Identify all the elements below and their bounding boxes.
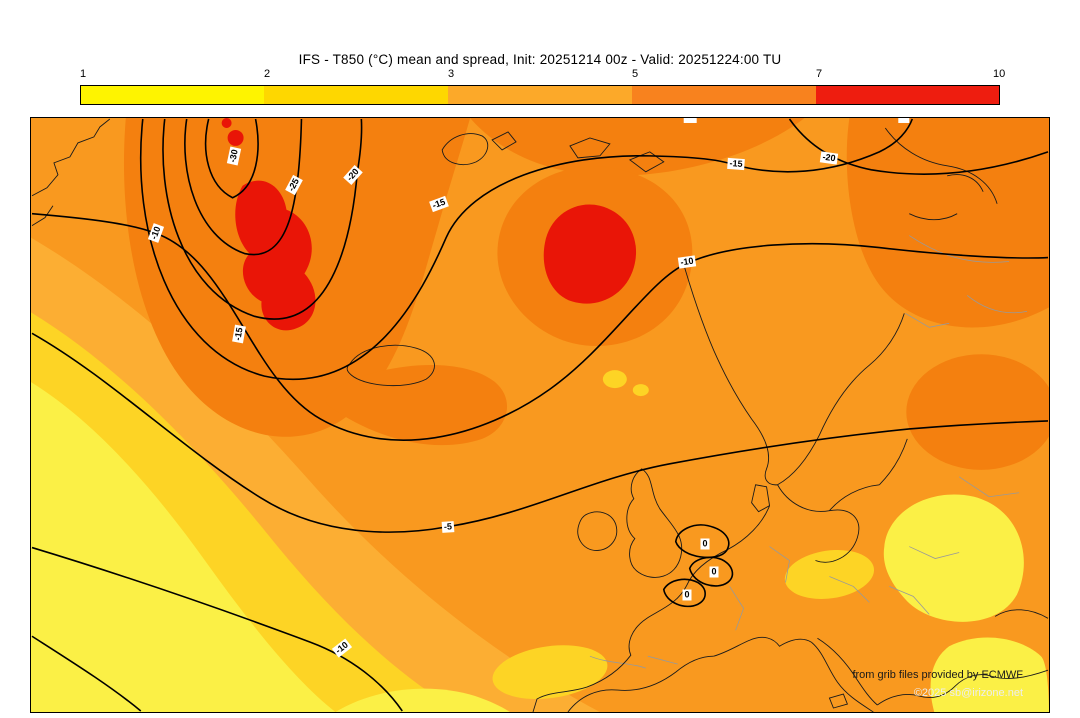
colorbar-tick: 1	[80, 68, 87, 80]
coast-black-sea	[994, 609, 1049, 619]
field-dark-orange-top	[470, 118, 805, 176]
edge-gap	[898, 118, 910, 123]
contour-minus10	[31, 212, 1049, 441]
temperature-contours	[31, 118, 1049, 712]
field-yellow-corner	[31, 382, 336, 712]
field-gold-spot	[632, 384, 649, 397]
coast-arctic-island	[569, 137, 611, 159]
colorbar-segment	[80, 85, 264, 105]
spread-field	[31, 118, 1049, 712]
field-gold-central-europe	[784, 549, 875, 599]
colorbar-tick: 5	[632, 68, 639, 80]
contour-label: 0	[709, 566, 719, 578]
border-line	[909, 235, 1010, 263]
field-red-blob-scandes	[543, 204, 637, 304]
coast-novaya-zemlya	[884, 127, 998, 204]
coast-baltic	[777, 484, 860, 563]
contour-zero-loop	[688, 556, 734, 587]
map-svg	[31, 118, 1049, 712]
coast-italy	[811, 641, 874, 712]
field-red-spot	[227, 129, 244, 146]
coast-ireland	[577, 511, 618, 551]
border-line	[589, 655, 646, 669]
field-yellow-balkans	[883, 494, 1024, 622]
contour-label: 0	[682, 589, 692, 601]
field-gold-biscay	[492, 645, 608, 700]
field-yellow-se-corner	[930, 637, 1049, 712]
coast-denmark	[751, 484, 771, 513]
coast-finland	[879, 438, 908, 486]
country-borders	[589, 235, 1028, 669]
colorbar-tick: 2	[264, 68, 271, 80]
field-dark-orange-se-arm	[325, 364, 508, 446]
colorbar-tick: 10	[993, 68, 1006, 80]
border-line	[966, 295, 1028, 314]
border-line	[889, 586, 930, 615]
contour-label: -5	[441, 521, 455, 533]
chart-title: IFS - T850 (°C) mean and spread, Init: 2…	[298, 52, 782, 67]
contour-zero-loop	[674, 524, 730, 559]
contour-label: -20	[819, 151, 839, 165]
coast-iberia-med	[567, 655, 714, 712]
coast-greenland	[31, 205, 54, 227]
contour-zero-loop	[662, 578, 706, 608]
field-red-spot	[221, 118, 232, 128]
coast-svalbard	[441, 133, 489, 165]
colorbar-svg	[80, 85, 1000, 105]
coast-norway	[681, 257, 778, 486]
contour-minus30	[204, 118, 259, 199]
coast-britain	[626, 468, 683, 578]
colorbar-segment	[264, 85, 448, 105]
coast-sicily	[828, 693, 848, 709]
border-line	[909, 546, 960, 559]
colorbar-frame	[80, 85, 1000, 105]
coast-france-med	[713, 636, 812, 657]
contour-minus20-ne	[788, 118, 1049, 175]
credit-source: from grib files provided by ECMWF	[852, 669, 1023, 681]
contour-minus5	[31, 332, 1049, 533]
contour-minus15	[139, 118, 914, 380]
field-dark-orange-ne	[804, 118, 1049, 328]
contour-minus20	[162, 118, 363, 320]
coast-arctic	[909, 213, 958, 221]
contour-sw-corner	[31, 635, 142, 712]
border-line	[905, 312, 950, 328]
border-line	[729, 586, 745, 631]
credit-copyright: ©2025 sb@irizone.net	[913, 687, 1023, 699]
field-gold-spot	[602, 370, 627, 389]
coast-gulf-bothnia	[829, 484, 880, 511]
border-line	[647, 655, 678, 665]
contour-label: 0	[700, 538, 710, 550]
border-line	[769, 546, 790, 583]
colorbar-tick: 7	[816, 68, 823, 80]
contour-label: -15	[727, 157, 745, 171]
coast-arctic-island	[947, 174, 984, 192]
colorbar-segment	[816, 85, 1000, 105]
field-dark-orange-east	[906, 354, 1049, 470]
coast-sweden	[777, 313, 905, 486]
edge-gap	[683, 118, 697, 123]
field-red-blob-greenland	[235, 180, 316, 331]
coast-greece	[877, 669, 1049, 706]
colorbar-segment	[632, 85, 816, 105]
coast-iceland	[346, 345, 435, 387]
coast-greenland	[31, 118, 111, 197]
coast-svalbard	[491, 131, 517, 151]
contour-label: -10	[677, 255, 697, 269]
coast-adriatic	[817, 637, 878, 706]
coast-arctic-island	[628, 151, 665, 173]
colorbar	[80, 85, 1000, 105]
map-panel: -30 -25 -20 -15 -15 -20 -10 -10 -15 -5 -…	[30, 117, 1050, 713]
colorbar-ticks: 1 2 3 5 7 10	[80, 68, 1005, 82]
field-yellow-tongue	[335, 688, 511, 712]
border-line	[958, 476, 1020, 498]
border-line	[829, 576, 870, 603]
colorbar-segment	[448, 85, 632, 105]
contour-minus10-sw	[31, 546, 403, 712]
colorbar-tick: 3	[448, 68, 455, 80]
